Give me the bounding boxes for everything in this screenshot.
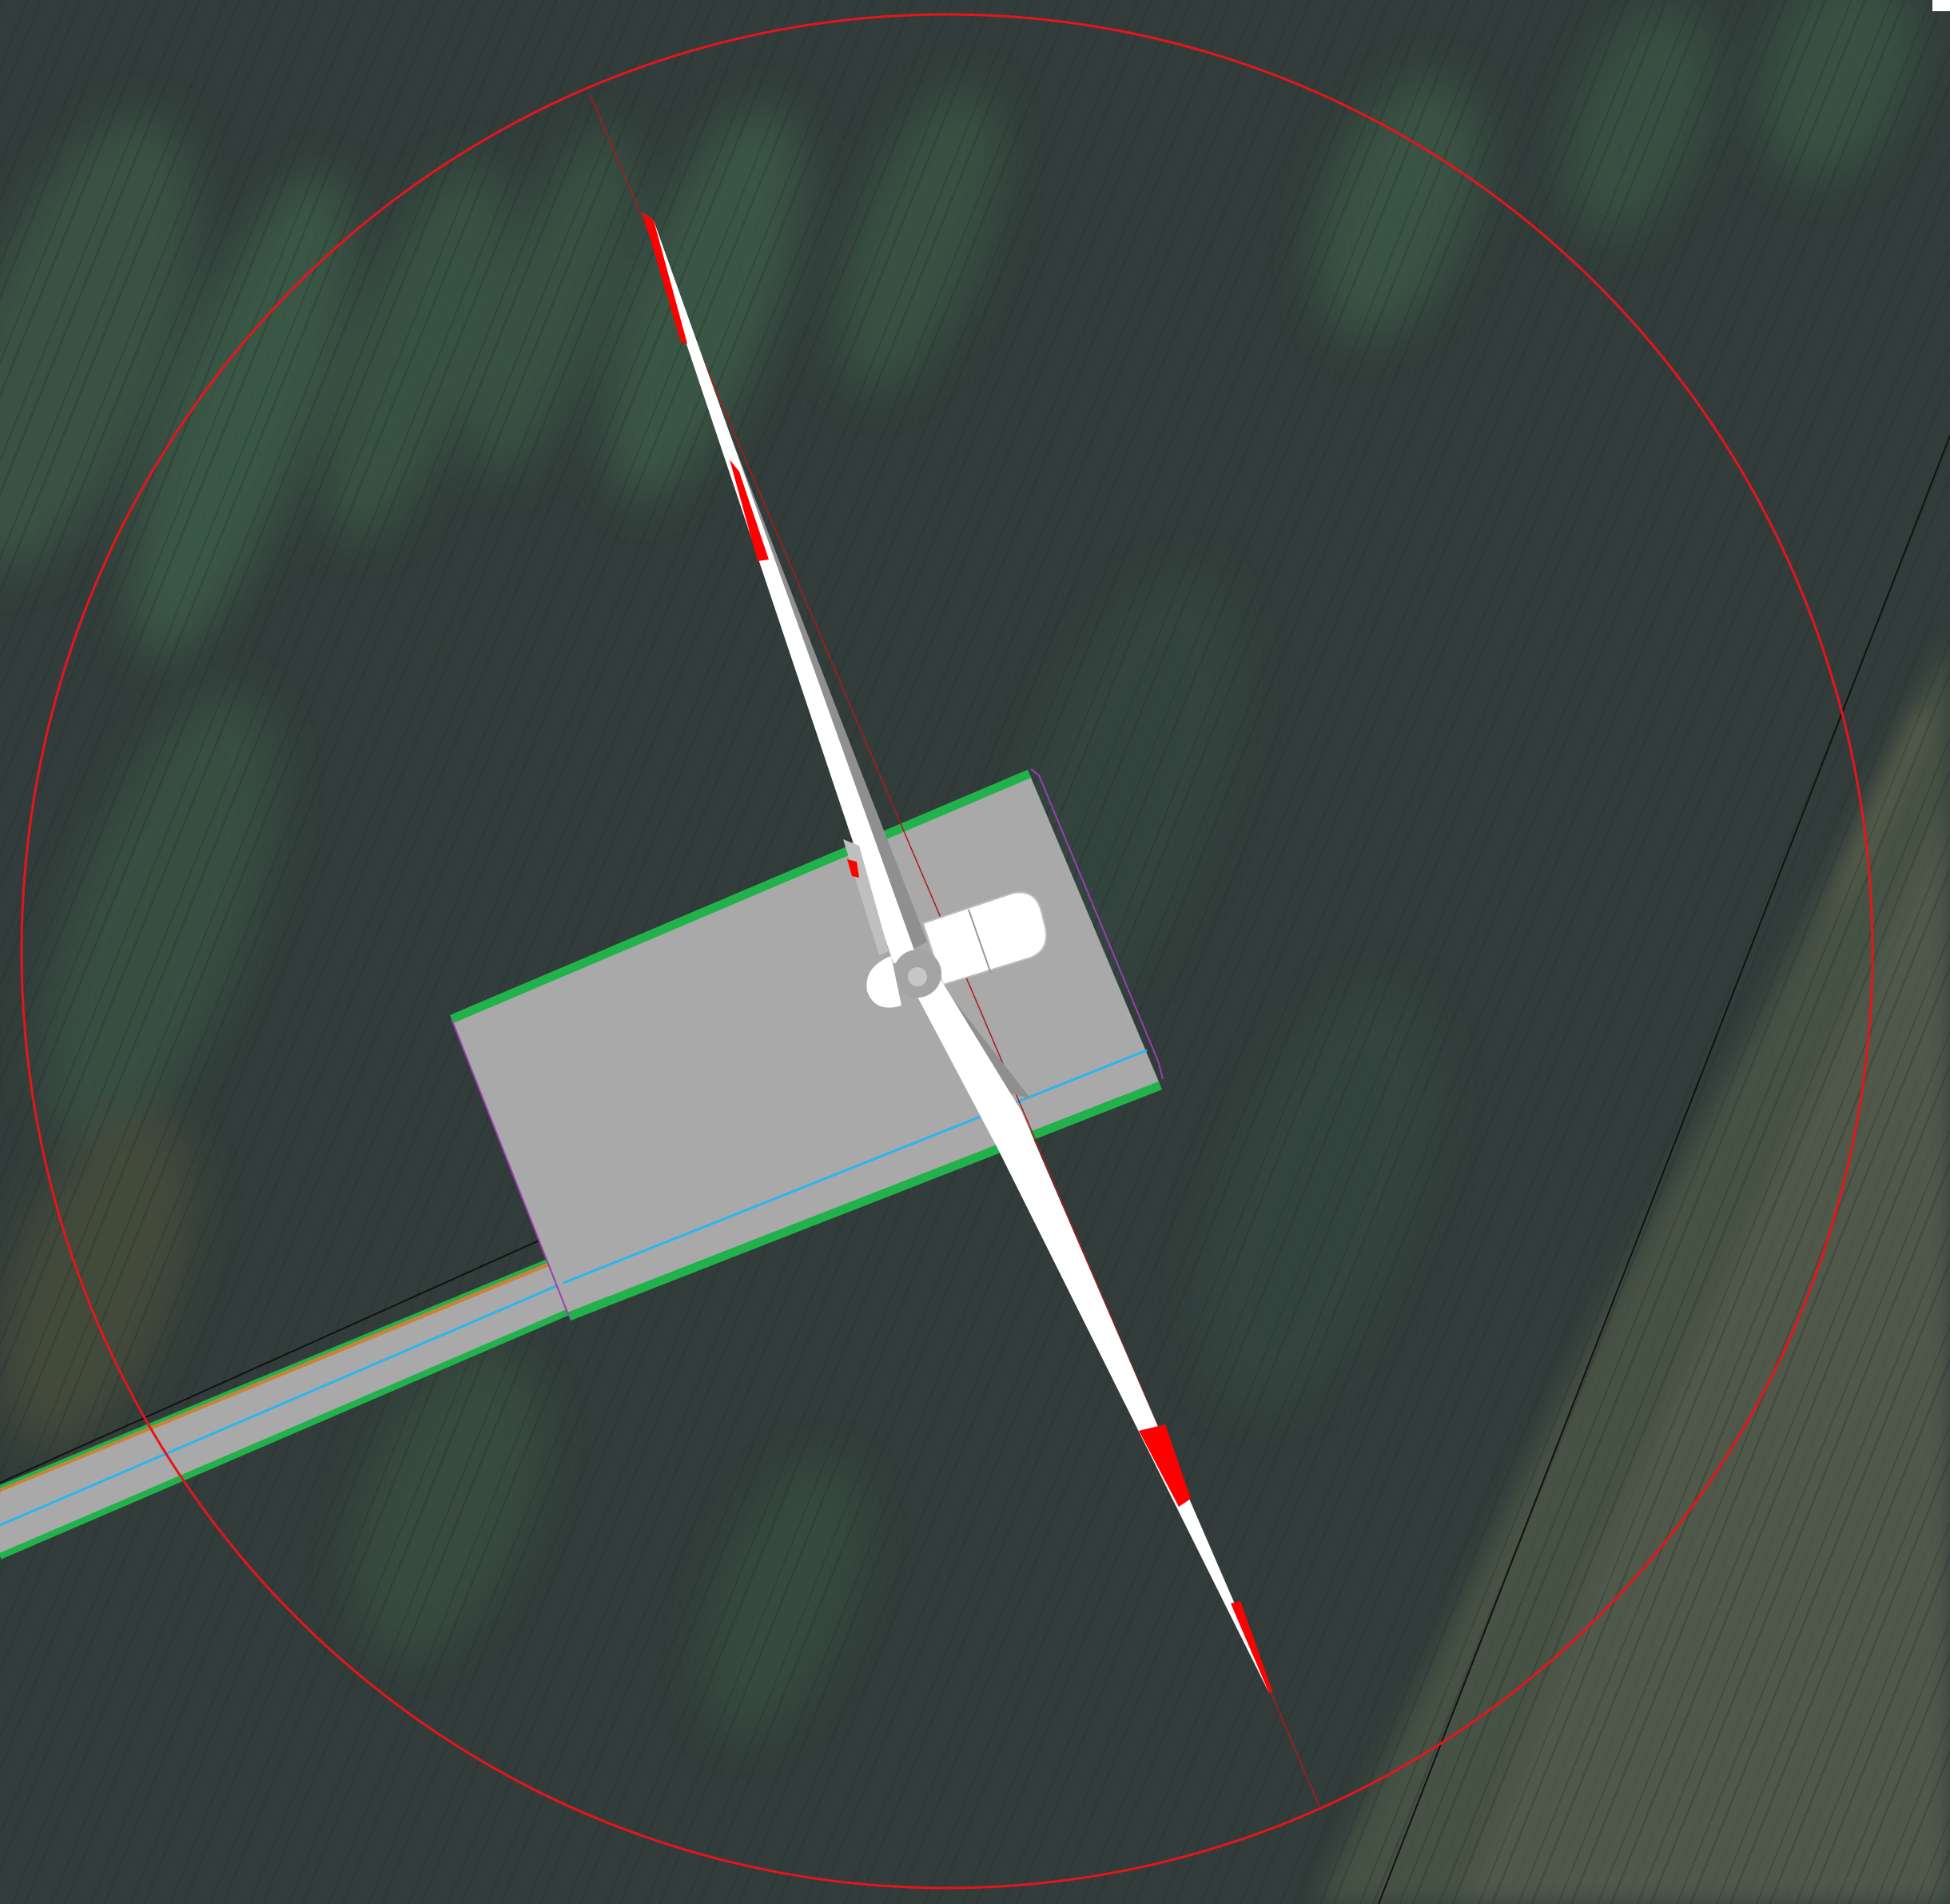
blade-south: [911, 977, 1272, 1693]
crane-pad-edge-north: [449, 769, 1032, 1024]
blade-south-tip-red: [1231, 1601, 1272, 1693]
crane-pad-outline-purple-east: [1030, 768, 1164, 1080]
road-edge-orange: [0, 1261, 552, 1492]
blade-west-stub-red: [847, 859, 859, 878]
crane-pad-edge-south: [567, 1081, 1163, 1321]
road-edge-green-north: [0, 1257, 552, 1488]
wind-turbine[interactable]: [643, 213, 1272, 1693]
nacelle-seam: [968, 909, 992, 974]
road-edge-green-south: [0, 1309, 571, 1559]
crane-pad-outline-purple: [451, 1018, 570, 1317]
blade-south-shadow: [931, 971, 1031, 1099]
access-road[interactable]: [0, 1257, 571, 1559]
blade-north-tip-red: [643, 213, 687, 344]
rotor-sweep-circle[interactable]: [20, 13, 1874, 1890]
crane-pad-centerline: [563, 1049, 1148, 1285]
corner-marker: [1932, 0, 1950, 11]
blade-north: [643, 213, 917, 963]
blade-north-band-red: [730, 460, 769, 561]
blade-south-band-red: [1139, 1424, 1191, 1507]
parcel-line-east: [1378, 435, 1950, 1904]
hub-center: [908, 967, 927, 986]
spinner-cap: [866, 956, 901, 1008]
road-centerline: [0, 1281, 564, 1527]
nacelle: [921, 891, 1048, 986]
road-surface: [0, 1263, 569, 1555]
